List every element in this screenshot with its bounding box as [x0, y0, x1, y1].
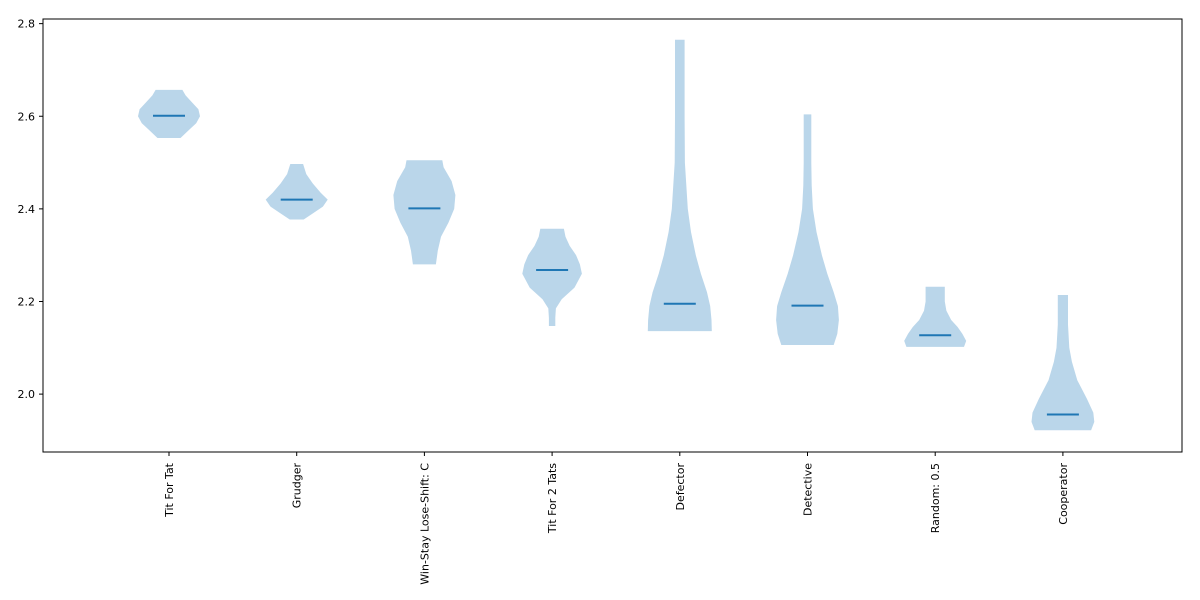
violin-6 [776, 114, 839, 346]
x-tick-label-3: Win-Stay Lose-Shift: C [418, 463, 431, 585]
x-tick-label-2: Grudger [291, 463, 304, 509]
violin-1 [138, 89, 200, 138]
plot-frame [42, 18, 1183, 453]
y-tick-label-4: 2.6 [18, 110, 36, 123]
y-axis: 2.0 2.2 2.4 2.6 2.8 [18, 18, 43, 401]
y-tick-label-2: 2.2 [18, 295, 36, 308]
x-axis: Tit For Tat Grudger Win-Stay Lose-Shift: C… [163, 452, 1070, 585]
violin-2 [265, 164, 328, 220]
violin-7 [904, 286, 967, 347]
y-tick-label-1: 2.0 [18, 388, 36, 401]
plot-background [43, 19, 1182, 452]
violin-3 [393, 160, 456, 265]
x-tick-label-8: Cooperator [1057, 463, 1070, 525]
y-tick-label-3: 2.4 [18, 203, 36, 216]
y-tick-label-5: 2.8 [18, 18, 36, 31]
x-tick-label-1: Tit For Tat [163, 462, 176, 518]
x-tick-label-5: Defector [674, 463, 687, 511]
x-tick-label-6: Detective [802, 463, 815, 516]
means-layer [153, 114, 1079, 416]
violins-layer [138, 39, 1095, 431]
x-tick-label-4: Tit For 2 Tats [546, 463, 559, 534]
violin-4 [522, 228, 582, 326]
x-tick-label-7: Random: 0.5 [929, 463, 942, 533]
violin-5 [647, 39, 712, 332]
violin-8 [1031, 295, 1095, 431]
